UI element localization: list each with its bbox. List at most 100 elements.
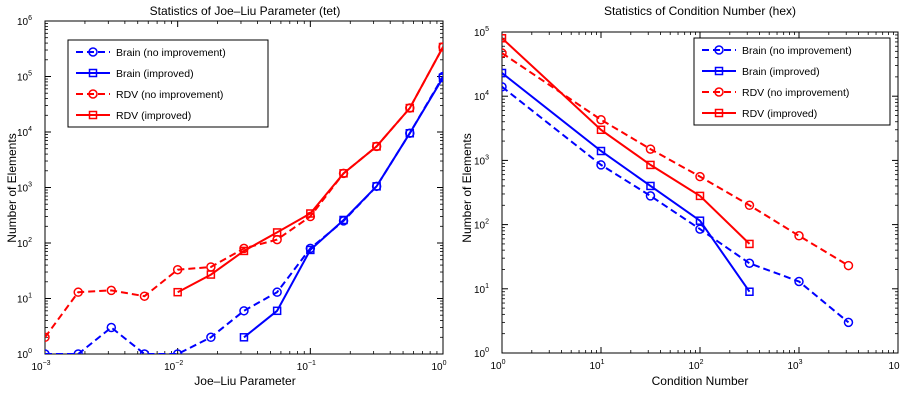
circle-marker (88, 47, 98, 57)
square-marker (239, 333, 249, 342)
circle-marker (794, 276, 804, 287)
series-line (243, 77, 443, 339)
legend-item: Brain (no improvement) (76, 47, 226, 59)
legend-item: Brain (improved) (702, 66, 820, 78)
circle-marker (645, 191, 656, 201)
chart-title: Statistics of Joe–Liu Parameter (tet) (150, 4, 341, 18)
square-marker (745, 239, 754, 249)
series-line (502, 52, 850, 267)
y-tick-label: 104 (474, 90, 489, 103)
square-marker (714, 66, 724, 76)
legend-label: RDV (improved) (116, 110, 191, 122)
x-tick-label: 10−2 (164, 360, 183, 373)
circle-marker (45, 332, 50, 343)
legend-box (67, 39, 269, 128)
circle-marker (843, 317, 854, 328)
x-tick-label: 101 (589, 359, 604, 372)
circle-marker (172, 264, 183, 275)
square-marker (372, 182, 381, 191)
x-tick-label: 100 (431, 360, 446, 373)
square-marker (596, 125, 606, 135)
legend-label: RDV (improved) (742, 108, 817, 120)
circle-marker (272, 287, 282, 297)
series-rdv-improved (502, 33, 754, 249)
series-line (502, 37, 751, 245)
circle-marker (172, 349, 183, 354)
y-tick-label: 100 (474, 347, 489, 360)
x-axis-label: Condition Number (652, 374, 749, 388)
x-tick-label: 100 (490, 359, 505, 372)
y-tick-label: 103 (474, 154, 489, 167)
circle-marker (596, 160, 606, 170)
square-marker (339, 169, 348, 178)
circle-marker (843, 260, 854, 271)
legend: Brain (no improvement) Brain (improved) RD… (693, 37, 891, 126)
y-axis-label: Number of Elements (460, 133, 474, 242)
circle-marker (502, 82, 507, 92)
chart-title: Statistics of Condition Number (hex) (604, 4, 796, 18)
square-marker (745, 287, 754, 296)
condition-number-chart: Statistics of Condition Number (hex) Con… (460, 4, 900, 388)
legend: Brain (no improvement) Brain (improved) RD… (67, 39, 269, 128)
circle-marker (744, 200, 755, 211)
series-brain-no-improvement (502, 82, 854, 328)
circle-marker (139, 349, 150, 354)
square-marker (88, 110, 98, 120)
square-marker (272, 306, 282, 316)
x-tick-label: 103 (787, 359, 802, 372)
legend-label: RDV (no improvement) (116, 89, 223, 101)
circle-marker (239, 306, 249, 316)
square-marker (405, 128, 415, 138)
square-marker (646, 181, 655, 191)
square-marker (306, 245, 315, 255)
circle-marker (695, 224, 705, 234)
series-line (177, 46, 443, 294)
square-marker (646, 160, 655, 170)
square-marker (438, 73, 443, 82)
square-marker (88, 68, 98, 78)
circle-marker (73, 349, 83, 354)
x-tick-label: 10 (888, 361, 900, 372)
circle-marker (744, 258, 755, 269)
y-tick-label: 104 (17, 126, 32, 139)
x-tick-label: 102 (688, 359, 703, 372)
series-rdv-no-improvement (502, 48, 854, 271)
square-marker (695, 191, 705, 201)
circle-marker (645, 144, 656, 154)
legend-label: Brain (no improvement) (742, 45, 852, 57)
y-tick-label: 106 (17, 15, 32, 28)
square-marker (596, 146, 606, 156)
square-marker (502, 33, 507, 43)
circle-marker (596, 114, 606, 125)
square-marker (306, 209, 315, 218)
legend-item: RDV (improved) (702, 108, 817, 120)
legend-item: RDV (no improvement) (702, 87, 849, 99)
legend-label: Brain (improved) (742, 66, 820, 78)
x-tick-label: 10−3 (31, 360, 50, 373)
y-tick-label: 105 (17, 71, 32, 84)
y-tick-label: 102 (474, 219, 489, 232)
circle-marker (139, 291, 150, 301)
series-brain-improved (502, 68, 754, 296)
series-line (502, 72, 751, 293)
square-marker (206, 270, 216, 279)
square-marker (372, 142, 381, 151)
legend-box (693, 37, 891, 126)
legend-item: RDV (improved) (76, 110, 191, 122)
y-tick-label: 103 (17, 182, 32, 195)
y-tick-label: 102 (17, 237, 32, 250)
series-line (502, 86, 850, 324)
circle-marker (794, 231, 804, 241)
circle-marker (73, 287, 83, 297)
series-brain-improved (239, 73, 443, 342)
circle-marker (106, 285, 117, 296)
square-marker (714, 108, 724, 118)
x-axis-label: Joe–Liu Parameter (194, 374, 295, 388)
square-marker (239, 246, 249, 256)
square-marker (502, 68, 507, 78)
circle-marker (502, 48, 507, 58)
legend-item: RDV (no improvement) (76, 89, 223, 101)
series-rdv-improved (173, 42, 443, 297)
square-marker (339, 215, 348, 225)
